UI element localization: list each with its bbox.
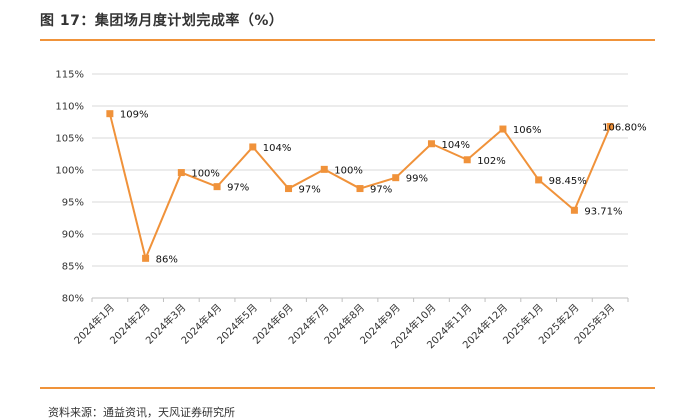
data-points (106, 110, 614, 262)
data-point (535, 176, 543, 184)
data-point (249, 143, 257, 151)
data-label: 104% (441, 140, 470, 151)
data-label: 97% (299, 185, 321, 196)
y-tick-label: 100% (55, 166, 84, 177)
data-label: 93.71% (584, 206, 622, 217)
data-point (606, 122, 614, 130)
data-point (427, 140, 435, 148)
data-label: 97% (370, 185, 392, 196)
data-point (463, 156, 471, 164)
top-rule (40, 39, 655, 41)
data-label: 97% (227, 183, 249, 194)
data-label: 104% (263, 143, 292, 154)
data-point (106, 110, 114, 118)
data-point (356, 185, 364, 193)
y-axis-ticks: 80% 85% 90% 95% 100% 105% 110% 115% (55, 70, 84, 305)
data-label: 106% (513, 125, 542, 136)
data-label: 98.45% (549, 176, 587, 187)
x-axis-ticks: 2024年1月2024年2月2024年3月2024年4月2024年5月2024年… (71, 301, 617, 351)
data-label: 109% (120, 110, 149, 121)
data-label: 102% (477, 156, 506, 167)
y-tick-label: 95% (62, 198, 84, 209)
data-point (392, 174, 400, 182)
bottom-rule (40, 387, 655, 389)
data-point (142, 254, 150, 262)
y-tick-label: 90% (62, 230, 84, 241)
y-tick-label: 110% (55, 102, 84, 113)
y-tick-label: 85% (62, 262, 84, 273)
data-label: 86% (156, 254, 178, 265)
data-point (570, 206, 578, 214)
source-note: 资料来源：通益资讯，天风证券研究所 (48, 406, 235, 419)
data-label: 100% (334, 165, 363, 176)
data-label: 106.80% (602, 122, 647, 133)
data-point (177, 169, 185, 177)
data-point (320, 165, 328, 173)
data-labels: 109% 86% 100% 97% 104% 97% 100% 97% 99% 104% 102% 1… (120, 110, 647, 266)
data-point (213, 183, 221, 191)
data-point (285, 185, 293, 193)
data-label: 100% (191, 169, 220, 180)
page-title: 图 17：集团场月度计划完成率（%） (40, 13, 284, 29)
y-tick-label: 115% (55, 70, 84, 81)
data-point (499, 125, 507, 133)
y-tick-label: 105% (55, 134, 84, 145)
data-label: 99% (406, 174, 428, 185)
y-tick-label: 80% (62, 294, 84, 305)
x-axis (91, 297, 629, 302)
